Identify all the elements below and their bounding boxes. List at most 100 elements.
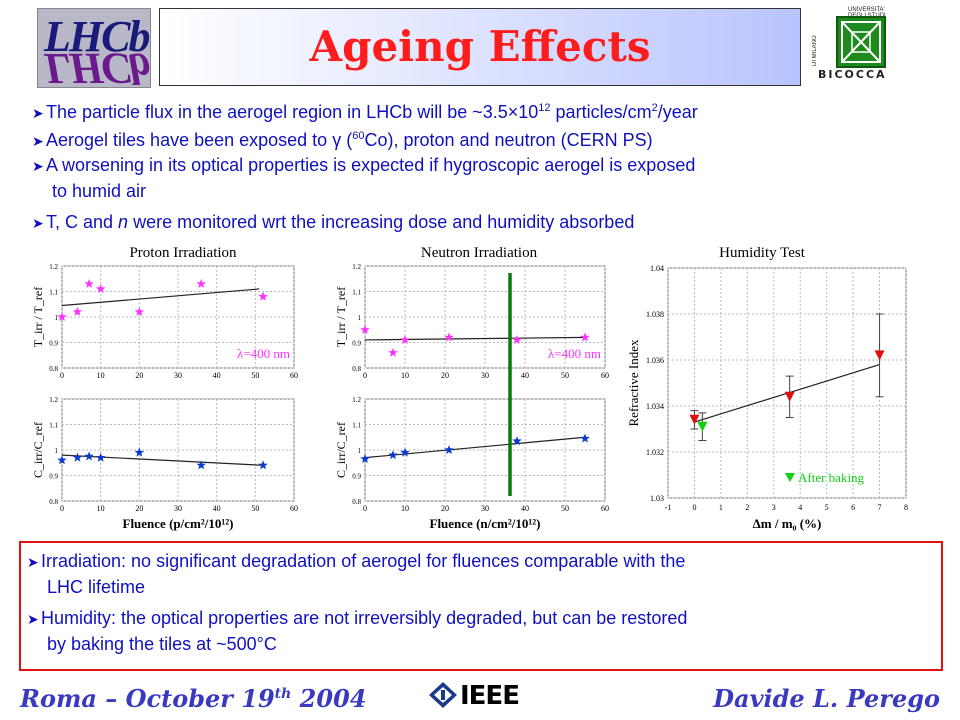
bullet-4-text: T, C and bbox=[46, 212, 119, 232]
data-point-star bbox=[95, 452, 106, 462]
legend-marker-after-baking bbox=[785, 473, 795, 482]
y-tick-label: 0.8 bbox=[49, 365, 58, 373]
x-tick-label: 50 bbox=[251, 504, 259, 513]
x-tick-label: 40 bbox=[213, 504, 221, 513]
x-axis-label: Fluence (n/cm²/10¹²) bbox=[430, 516, 541, 531]
charts-area: Proton Irradiation Neutron Irradiation H… bbox=[31, 245, 908, 531]
data-point-star bbox=[400, 335, 410, 344]
data-point-star bbox=[84, 451, 94, 461]
x-tick-label: 20 bbox=[135, 504, 143, 513]
y-axis-label: T_irr / T_ref bbox=[31, 287, 45, 347]
y-tick-label: 1.2 bbox=[352, 396, 361, 404]
conclusion-1-line2: LHC lifetime bbox=[47, 577, 146, 597]
data-point-star bbox=[388, 347, 398, 357]
fit-line bbox=[364, 436, 586, 459]
y-tick-label: 1 bbox=[55, 314, 59, 322]
arrow-bullet-icon: ➤ bbox=[32, 105, 44, 121]
y-tick-label: 1 bbox=[358, 314, 362, 322]
fit-line bbox=[61, 454, 264, 466]
x-tick-label: 6 bbox=[851, 503, 855, 512]
y-tick-label: 1.038 bbox=[646, 310, 664, 319]
data-point-star bbox=[72, 452, 83, 462]
x-tick-label: 4 bbox=[798, 503, 802, 512]
y-tick-label: 0.9 bbox=[49, 340, 58, 348]
data-point-star bbox=[84, 278, 94, 288]
x-tick-label: 10 bbox=[97, 504, 105, 513]
x-tick-label: 2 bbox=[745, 503, 749, 512]
x-tick-label: 0 bbox=[363, 504, 367, 513]
y-tick-label: 0.8 bbox=[352, 498, 361, 506]
bullet-1: ➤ The particle flux in the aerogel region… bbox=[32, 96, 698, 126]
data-point-star bbox=[512, 436, 522, 446]
legend-label-after-baking: After baking bbox=[798, 470, 865, 485]
x-tick-label: 60 bbox=[290, 371, 298, 380]
bullet-4-tail: were monitored wrt the increasing dose a… bbox=[128, 212, 635, 232]
data-point-star bbox=[258, 460, 268, 470]
x-tick-label: 3 bbox=[772, 503, 776, 512]
fit-line bbox=[61, 288, 260, 307]
title-box: Ageing Effects bbox=[159, 8, 801, 86]
y-tick-label: 0.9 bbox=[352, 473, 361, 481]
bullet-2-text: Aerogel tiles have been exposed to γ ( bbox=[46, 130, 353, 150]
x-tick-label: 10 bbox=[97, 371, 105, 380]
bullet-2-sup: 60 bbox=[352, 130, 365, 142]
x-tick-label: 0 bbox=[692, 503, 696, 512]
x-axis-label: Fluence (p/cm²/10¹²) bbox=[123, 516, 234, 531]
bullet-4: ➤ T, C and n were monitored wrt the incre… bbox=[32, 210, 634, 236]
bullet-1-text: The particle flux in the aerogel region … bbox=[46, 102, 539, 122]
x-tick-label: -1 bbox=[665, 503, 672, 512]
x-tick-label: 40 bbox=[213, 371, 221, 380]
y-axis-label: C_irr/C_ref bbox=[31, 422, 45, 478]
x-tick-label: 20 bbox=[441, 504, 449, 513]
data-point-star bbox=[258, 291, 268, 301]
data-point-star bbox=[580, 433, 590, 443]
wavelength-annotation: λ=400 nm bbox=[237, 346, 290, 361]
y-axis-label: C_irr/C_ref bbox=[334, 422, 348, 478]
x-tick-label: 10 bbox=[401, 504, 409, 513]
y-tick-label: 0.8 bbox=[352, 365, 361, 373]
x-tick-label: 0 bbox=[60, 504, 64, 513]
bullet-4-italic: n bbox=[118, 212, 129, 232]
x-tick-label: 5 bbox=[825, 503, 829, 512]
conclusion-2-line2: by baking the tiles at ~500°C bbox=[47, 634, 277, 654]
y-tick-label: 1.032 bbox=[646, 448, 664, 457]
bicocca-emblem-icon bbox=[836, 16, 886, 68]
x-tick-label: 40 bbox=[521, 371, 529, 380]
arrow-bullet-icon: ➤ bbox=[27, 611, 39, 627]
x-tick-label: 0 bbox=[363, 371, 367, 380]
x-tick-label: 30 bbox=[174, 504, 182, 513]
data-point-star bbox=[196, 460, 206, 470]
y-tick-label: 1.04 bbox=[650, 264, 664, 273]
data-point-star bbox=[57, 455, 67, 465]
y-axis-label: Refractive Index bbox=[626, 339, 641, 426]
footer-location-date: Roma – October 19th 2004 bbox=[20, 684, 366, 713]
data-point-star bbox=[512, 335, 522, 344]
x-tick-label: 8 bbox=[904, 503, 908, 512]
x-tick-label: 20 bbox=[135, 371, 143, 380]
neutron-chart-title: Neutron Irradiation bbox=[421, 245, 538, 261]
proton-chart-title: Proton Irradiation bbox=[129, 245, 237, 261]
y-tick-label: 1.1 bbox=[352, 422, 361, 430]
wavelength-annotation: λ=400 nm bbox=[548, 346, 601, 361]
data-point-star bbox=[196, 278, 206, 288]
data-point-triangle bbox=[784, 391, 795, 402]
conclusion-1: ➤ Irradiation: no significant degradation… bbox=[27, 549, 685, 600]
footer-left-tail: 2004 bbox=[291, 684, 367, 713]
bicocca-logo: UNIVERSITA' DEGLI STUDI DI MILANO BICOCC… bbox=[808, 7, 898, 88]
x-tick-label: 30 bbox=[174, 371, 182, 380]
data-point-star bbox=[95, 283, 106, 293]
arrow-bullet-icon: ➤ bbox=[32, 133, 44, 149]
x-tick-label: 50 bbox=[561, 371, 569, 380]
x-tick-label: 60 bbox=[601, 504, 609, 513]
y-tick-label: 0.8 bbox=[49, 498, 58, 506]
plot-frame bbox=[667, 267, 907, 499]
x-tick-label: 40 bbox=[521, 504, 529, 513]
y-tick-label: 1.1 bbox=[49, 289, 58, 297]
y-tick-label: 1.1 bbox=[49, 422, 58, 430]
x-tick-label: 30 bbox=[481, 504, 489, 513]
footer-author: Davide L. Perego bbox=[713, 684, 940, 713]
y-tick-label: 1.1 bbox=[352, 289, 361, 297]
bicocca-arc-side: DI MILANO bbox=[812, 35, 818, 66]
bullet-3-text: A worsening in its optical properties is… bbox=[46, 155, 696, 175]
lhcb-logo-text: LHCb bbox=[44, 12, 150, 61]
